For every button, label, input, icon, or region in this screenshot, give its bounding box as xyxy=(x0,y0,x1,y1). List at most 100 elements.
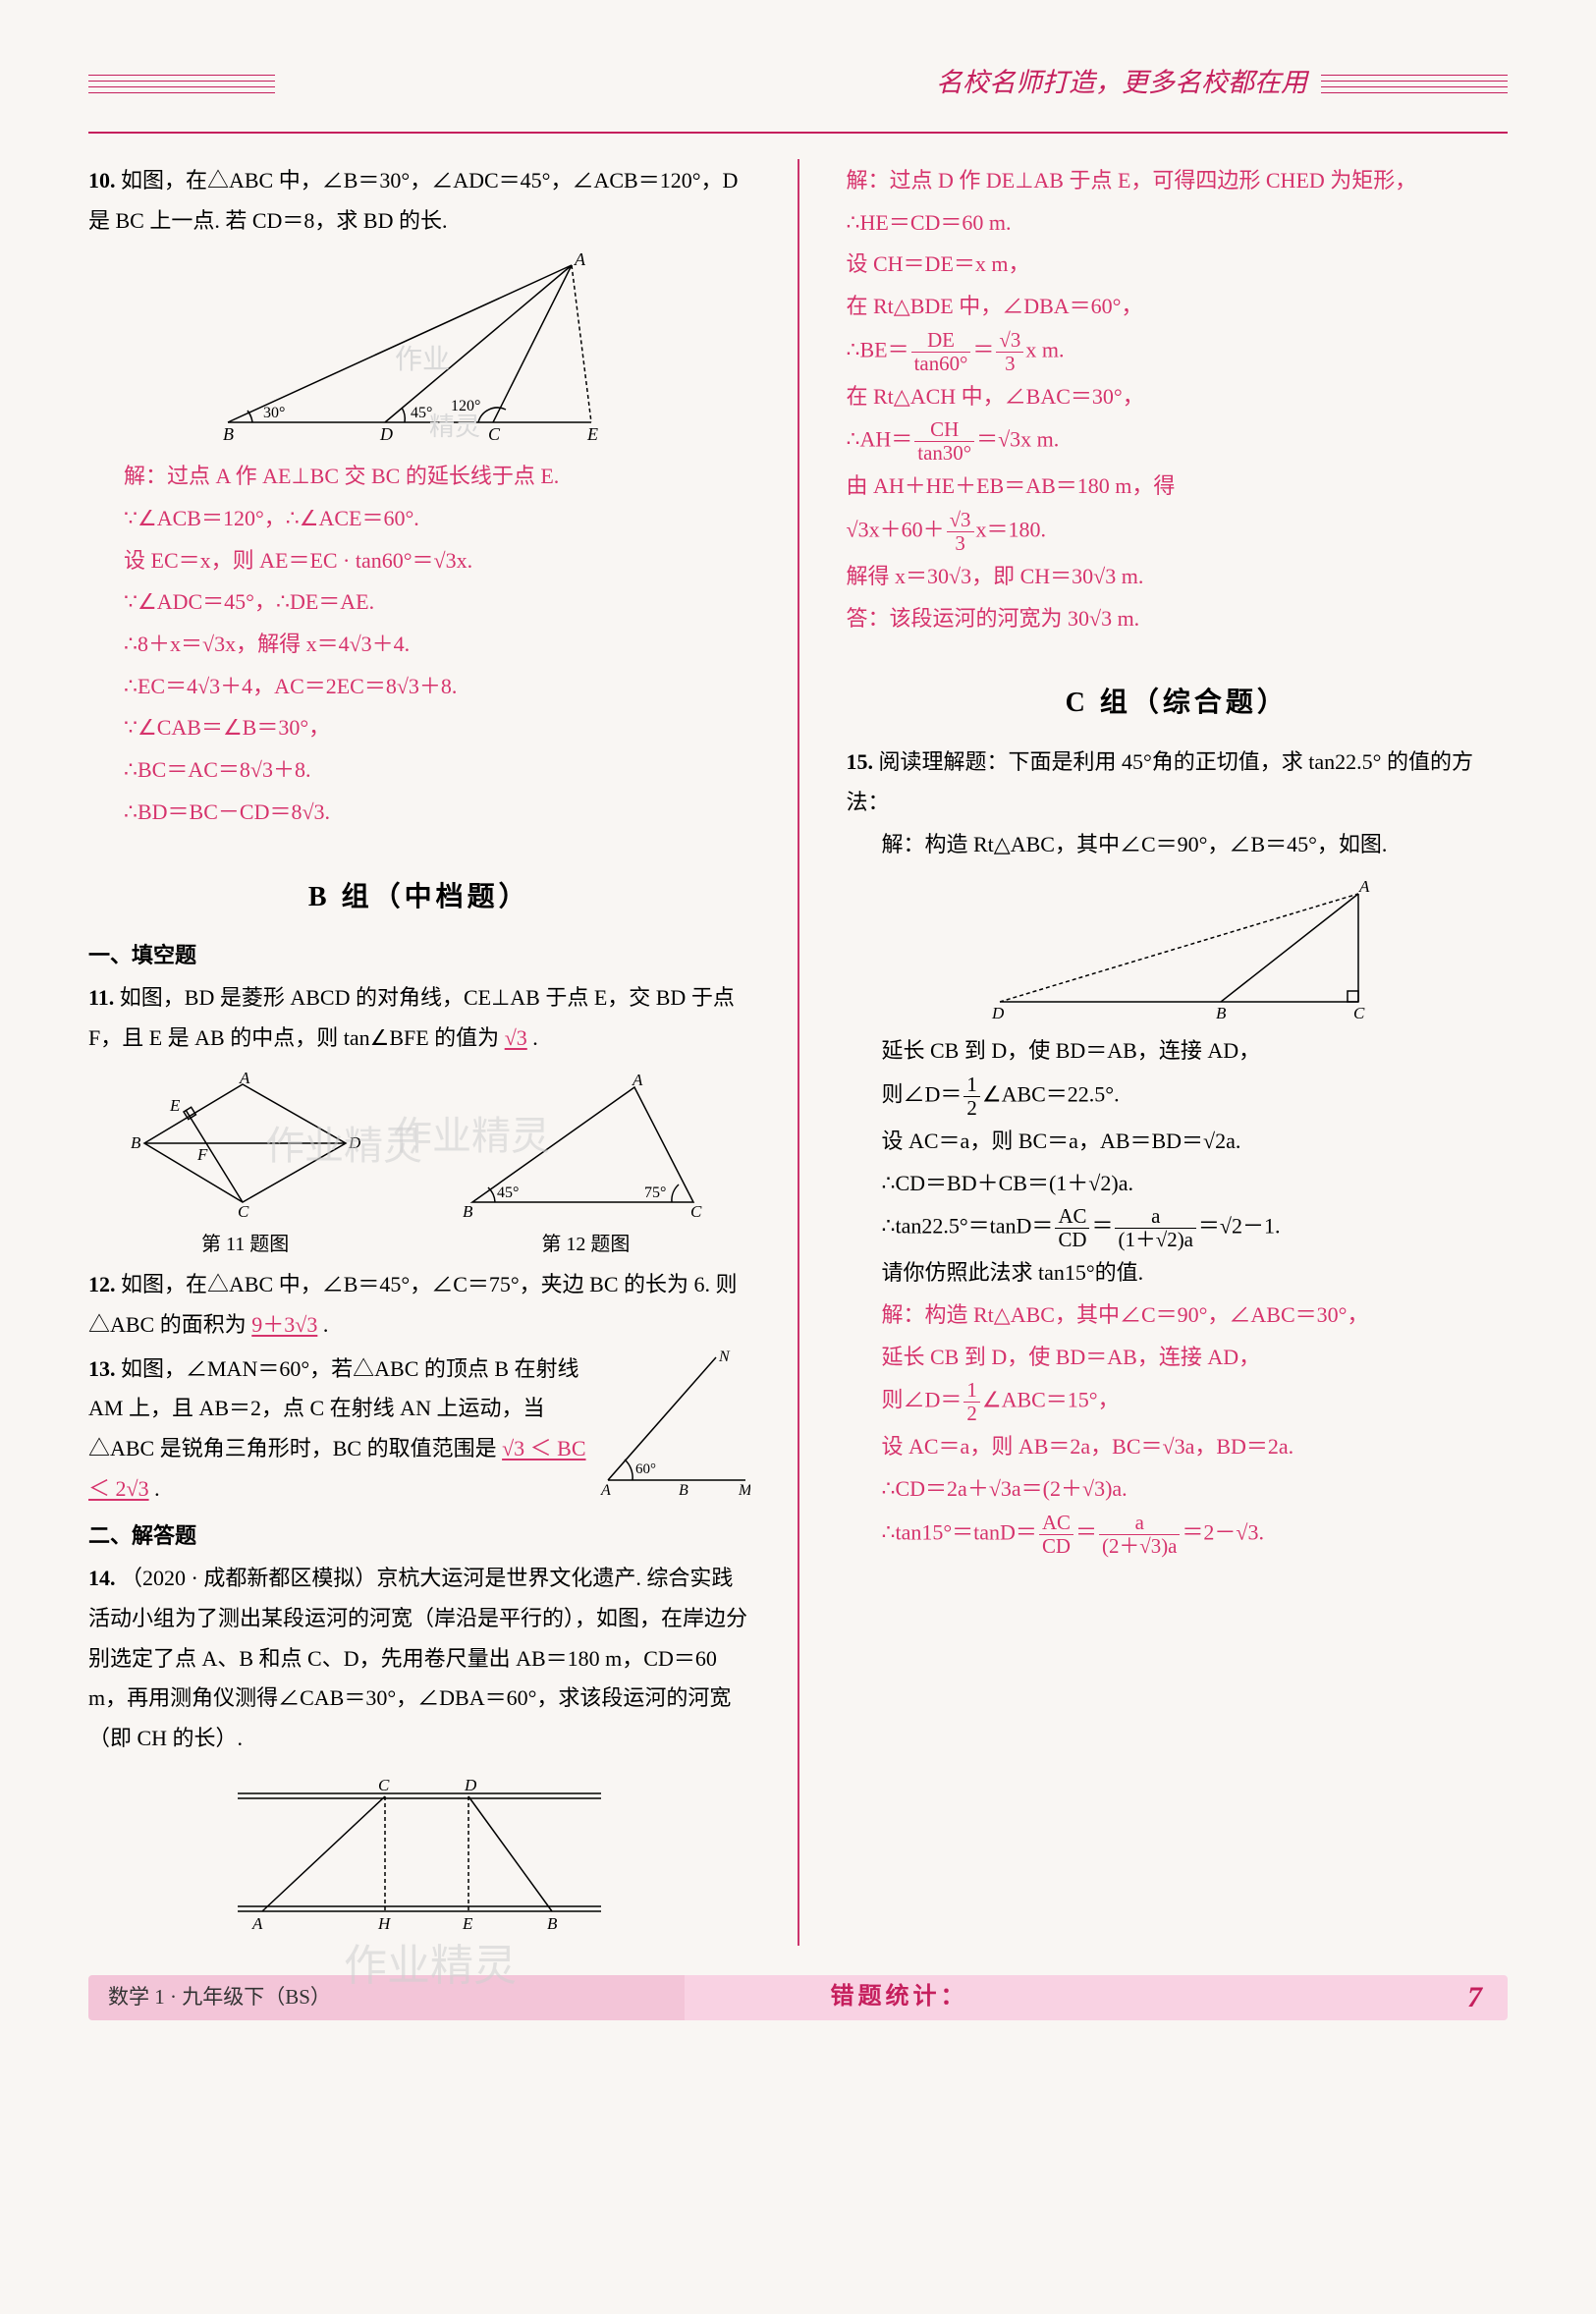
q11-text: 如图，BD 是菱形 ABCD 的对角线，CE⊥AB 于点 E，交 BD 于点 F… xyxy=(88,985,735,1050)
fig-12-block: A B C 45° 75° 第 12 题图 xyxy=(458,1060,713,1263)
body-line: 设 AC＝a，则 BC＝a，AB＝BD＝√2a. xyxy=(882,1122,1509,1162)
q11-stem: 11. 如图，BD 是菱形 ABCD 的对角线，CE⊥AB 于点 E，交 BD … xyxy=(88,978,750,1058)
q12-tail: . xyxy=(323,1312,329,1337)
q15-figure: D B C A xyxy=(970,874,1383,1021)
q14-number: 14. xyxy=(88,1566,116,1590)
q13-tail: . xyxy=(154,1476,160,1501)
svg-text:A: A xyxy=(600,1482,611,1499)
svg-text:C: C xyxy=(378,1776,390,1794)
q12-text: 如图，在△ABC 中，∠B＝45°，∠C＝75°，夹边 BC 的长为 6. 则△… xyxy=(88,1272,738,1337)
column-separator xyxy=(798,159,799,1946)
sol-line: 答：该段运河的河宽为 30√3 m. xyxy=(847,599,1509,639)
sol-line: 解：过点 A 作 AE⊥BC 交 BC 的延长线于点 E. xyxy=(124,457,750,497)
q14-stem: 14. （2020 · 成都新都区模拟）京杭大运河是世界文化遗产. 综合实践活动… xyxy=(88,1559,750,1758)
svg-text:B: B xyxy=(223,424,234,444)
q14-figure: C D A H E B xyxy=(223,1769,616,1936)
svg-text:30°: 30° xyxy=(263,405,285,421)
group-b-title: B 组（中档题） xyxy=(88,872,750,923)
q10-text: 如图，在△ABC 中，∠B＝30°，∠ADC＝45°，∠ACB＝120°，D 是… xyxy=(88,168,738,233)
body-line: 延长 CB 到 D，使 BD＝AB，连接 AD， xyxy=(882,1031,1509,1072)
q11-answer: √3 xyxy=(505,1025,527,1050)
q10-stem: 10. 如图，在△ABC 中，∠B＝30°，∠ADC＝45°，∠ACB＝120°… xyxy=(88,161,750,241)
fig-row-11-12: A B D C E F 第 11 题图 A B xyxy=(88,1060,750,1263)
svg-text:D: D xyxy=(379,424,393,444)
sol-line: ∴CD＝2a＋√3a＝(2＋√3)a. xyxy=(882,1469,1509,1510)
svg-text:A: A xyxy=(251,1914,263,1933)
sol-line: 解得 x＝30√3，即 CH＝30√3 m. xyxy=(847,557,1509,597)
q14-solution: 解：过点 D 作 DE⊥AB 于点 E，可得四边形 CHED 为矩形， ∴HE＝… xyxy=(847,161,1509,638)
sol-line: ∴AH＝CHtan30°＝√3x m. xyxy=(847,418,1509,465)
right-column: 解：过点 D 作 DE⊥AB 于点 E，可得四边形 CHED 为矩形， ∴HE＝… xyxy=(847,159,1509,1946)
svg-text:A: A xyxy=(239,1070,250,1087)
page-number: 7 xyxy=(1467,1970,1488,2025)
q11-number: 11. xyxy=(88,985,114,1010)
sol-line: 在 Rt△BDE 中，∠DBA＝60°， xyxy=(847,287,1509,327)
q13-number: 13. xyxy=(88,1356,116,1381)
group-c-title: C 组（综合题） xyxy=(847,678,1509,729)
q15-solution: 解：构造 Rt△ABC，其中∠C＝90°，∠ABC＝30°， 延长 CB 到 D… xyxy=(847,1295,1509,1558)
q11-figure: A B D C E F xyxy=(125,1070,365,1217)
sol-line: ∴tan15°＝tanD＝ACCD＝a(2＋√3)a＝2－√3. xyxy=(882,1512,1509,1558)
q12-answer: 9＋3√3 xyxy=(251,1312,317,1337)
q11-tail: . xyxy=(532,1025,538,1050)
svg-text:C: C xyxy=(488,424,501,444)
header-divider xyxy=(88,132,1508,134)
footer-left: 数学 1 · 九年级下（BS） xyxy=(108,1978,331,2016)
sol-line: ∴EC＝4√3＋4，AC＝2EC＝8√3＋8. xyxy=(124,667,750,707)
svg-text:C: C xyxy=(238,1202,249,1217)
svg-text:B: B xyxy=(463,1202,473,1217)
svg-text:D: D xyxy=(991,1004,1005,1021)
sol-line: ∴BE＝DEtan60°＝√33x m. xyxy=(847,329,1509,375)
q15-ask: 请你仿照此法求 tan15°的值. xyxy=(847,1253,1509,1294)
svg-text:E: E xyxy=(462,1914,473,1933)
svg-text:B: B xyxy=(679,1482,688,1499)
fig11-caption: 第 11 题图 xyxy=(125,1227,365,1263)
svg-text:精灵: 精灵 xyxy=(429,413,480,441)
sol-line: 延长 CB 到 D，使 BD＝AB，连接 AD， xyxy=(882,1338,1509,1378)
svg-text:D: D xyxy=(464,1776,477,1794)
page-header: 名校名师打造，更多名校都在用 xyxy=(88,59,1508,108)
sol-line: 在 Rt△ACH 中，∠BAC＝30°， xyxy=(847,377,1509,417)
sol-line: √3x＋60＋√33x＝180. xyxy=(847,509,1509,555)
q15-intro: 15. 阅读理解题：下面是利用 45°角的正切值，求 tan22.5° 的值的方… xyxy=(847,743,1509,822)
q15-intro-text: 阅读理解题：下面是利用 45°角的正切值，求 tan22.5° 的值的方法： xyxy=(847,749,1473,814)
sol-line: ∴HE＝CD＝60 m. xyxy=(847,203,1509,244)
q10-figure: B D C E A 30° 45° 120° 作业 精灵 xyxy=(208,250,631,447)
subsection-fill: 一、填空题 xyxy=(88,936,750,976)
sol-line: ∵∠ADC＝45°，∴DE＝AE. xyxy=(124,582,750,623)
svg-text:A: A xyxy=(574,250,586,269)
sol-line: 设 AC＝a，则 AB＝2a，BC＝√3a，BD＝2a. xyxy=(882,1427,1509,1467)
q12-number: 12. xyxy=(88,1272,116,1296)
sol-line: ∴BD＝BC－CD＝8√3. xyxy=(124,793,750,833)
q10-number: 10. xyxy=(88,168,116,193)
svg-text:B: B xyxy=(131,1133,141,1152)
svg-text:作业: 作业 xyxy=(395,344,450,375)
q12-figure: A B C 45° 75° xyxy=(458,1070,713,1217)
svg-text:F: F xyxy=(196,1145,208,1164)
sol-line: ∵∠ACB＝120°，∴∠ACE＝60°. xyxy=(124,499,750,539)
header-tagline: 名校名师打造，更多名校都在用 xyxy=(922,59,1321,108)
footer-mid: 错题统计： xyxy=(331,1975,1467,2018)
svg-text:N: N xyxy=(718,1349,731,1365)
sol-line: 设 EC＝x，则 AE＝EC · tan60°＝√3x. xyxy=(124,541,750,581)
svg-text:E: E xyxy=(586,424,598,444)
svg-text:B: B xyxy=(1216,1004,1227,1021)
svg-text:A: A xyxy=(632,1071,643,1089)
q13-figure: A B M N 60° xyxy=(598,1348,750,1500)
svg-text:B: B xyxy=(547,1914,558,1933)
svg-text:M: M xyxy=(738,1482,750,1499)
sol-line: ∵∠CAB＝∠B＝30°， xyxy=(124,708,750,748)
q13-stem: 13. 如图，∠MAN＝60°，若△ABC 的顶点 B 在射线 AM 上，且 A… xyxy=(88,1350,588,1510)
svg-text:C: C xyxy=(690,1202,702,1217)
fig-11-block: A B D C E F 第 11 题图 xyxy=(125,1060,365,1263)
body-line: ∴tan22.5°＝tanD＝ACCD＝a(1＋√2)a＝√2－1. xyxy=(882,1205,1509,1251)
sol-line: ∴BC＝AC＝8√3＋8. xyxy=(124,750,750,791)
sol-line: 由 AH＋HE＋EB＝AB＝180 m，得 xyxy=(847,467,1509,507)
q14-text: （2020 · 成都新都区模拟）京杭大运河是世界文化遗产. 综合实践活动小组为了… xyxy=(88,1566,747,1750)
svg-text:D: D xyxy=(348,1133,361,1152)
sol-line: 解：构造 Rt△ABC，其中∠C＝90°，∠ABC＝30°， xyxy=(882,1295,1509,1336)
sol-line: ∴8＋x＝√3x，解得 x＝4√3＋4. xyxy=(124,625,750,665)
fig12-caption: 第 12 题图 xyxy=(458,1227,713,1263)
svg-text:75°: 75° xyxy=(644,1185,666,1201)
svg-text:C: C xyxy=(1353,1004,1365,1021)
